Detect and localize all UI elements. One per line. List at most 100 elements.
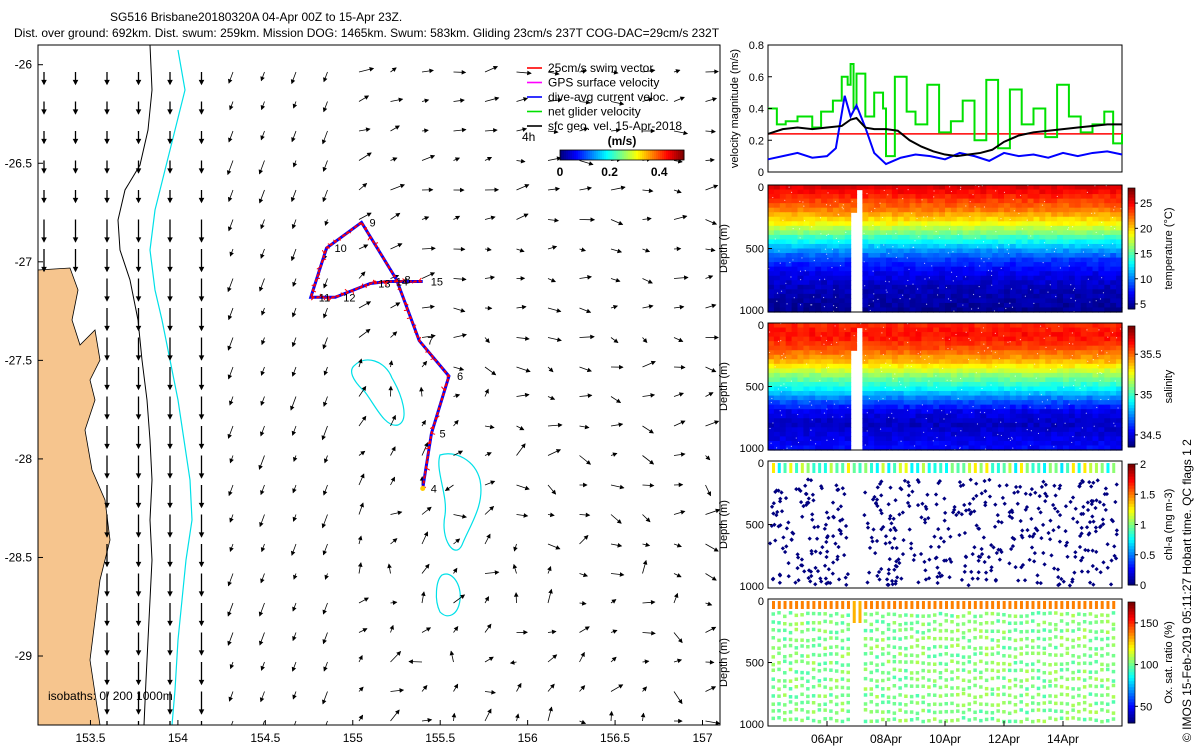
heatmap-cell <box>939 198 946 204</box>
heatmap-cell <box>939 354 946 360</box>
heatmap-cell <box>821 427 828 433</box>
sample-dot <box>1011 306 1014 308</box>
heatmap-cell <box>1104 345 1111 351</box>
heatmap-cell <box>821 350 828 356</box>
colorbar-segment <box>1128 281 1135 286</box>
heatmap-cell <box>1051 418 1058 424</box>
heatmap-cell <box>821 386 828 392</box>
heatmap-cell <box>962 336 970 342</box>
heatmap-cell <box>921 445 928 451</box>
sample-dot <box>825 253 828 255</box>
track-day-label: 5 <box>439 428 445 440</box>
heatmap-cell <box>838 284 846 290</box>
heatmap-cell <box>891 422 899 428</box>
velocity-arrow-head <box>460 246 466 252</box>
heatmap-cell <box>1039 359 1046 365</box>
heatmap-cell <box>1027 225 1035 231</box>
heatmap-cell <box>992 198 999 204</box>
heatmap-cell <box>1086 293 1094 299</box>
heatmap-cell <box>1057 422 1064 428</box>
heatmap-cell <box>1116 372 1123 379</box>
velocity-arrow-head <box>449 650 455 656</box>
heatmap-cell <box>968 440 976 447</box>
sample-dot <box>781 414 783 416</box>
velocity-arrow-head <box>711 129 716 134</box>
heatmap-cell <box>1039 253 1046 259</box>
heatmap-cell <box>1068 363 1076 369</box>
heatmap-cell <box>809 377 816 383</box>
sample-dot <box>1107 336 1109 338</box>
heatmap-cell <box>797 445 804 451</box>
heatmap-cell <box>915 372 922 379</box>
heatmap-cell <box>1104 422 1111 428</box>
heatmap-cell <box>1063 323 1070 329</box>
heatmap-cell <box>945 239 952 245</box>
heatmap-cell <box>827 293 834 299</box>
heatmap-cell <box>945 436 952 442</box>
velocity-arrow-head <box>135 79 142 86</box>
heatmap-cell <box>950 234 958 241</box>
heatmap-cell <box>1110 377 1117 383</box>
sample-dot <box>981 331 983 334</box>
sample-dot <box>837 213 839 215</box>
heatmap-cell <box>1068 386 1076 392</box>
heatmap-cell <box>1104 323 1111 329</box>
sample-dot <box>1077 399 1079 401</box>
heatmap-cell <box>803 212 810 218</box>
sample-dot <box>888 338 890 340</box>
sample-dot <box>950 299 952 302</box>
heatmap-cell <box>768 427 775 433</box>
heatmap-cell <box>844 323 852 329</box>
heatmap-cell <box>986 216 993 222</box>
heatmap-cell <box>1009 248 1017 254</box>
swim-vector <box>327 243 332 246</box>
heatmap-cell <box>1004 377 1011 383</box>
velocity-arrow-head <box>395 212 401 218</box>
velocity-arrow-head <box>494 570 500 575</box>
sample-dot <box>842 208 844 210</box>
heatmap-cell <box>891 404 899 410</box>
velocity-arrow-head <box>227 196 233 202</box>
velocity-arrow-head <box>713 547 719 552</box>
heatmap-cell <box>838 336 846 342</box>
heatmap-cell <box>956 298 964 304</box>
heatmap-cell <box>803 298 810 304</box>
heatmap-cell <box>998 359 1005 365</box>
heatmap-cell <box>773 332 781 338</box>
heatmap-cell <box>992 372 999 379</box>
heatmap-cell <box>815 363 822 369</box>
heatmap-cell <box>1086 302 1094 309</box>
sample-dot <box>819 279 821 281</box>
heatmap-cell <box>1015 409 1023 415</box>
velocity-arrow-head <box>521 443 526 449</box>
velocity-arrow-head <box>41 168 47 174</box>
heatmap-cell <box>945 221 952 227</box>
heatmap-cell <box>880 194 887 200</box>
heatmap-cell <box>1098 381 1105 388</box>
heatmap-cell <box>933 280 940 286</box>
sample-dot <box>979 265 981 267</box>
heatmap-cell <box>909 431 917 437</box>
heatmap-cell <box>768 395 775 401</box>
velocity-arrow-head <box>710 157 715 163</box>
heatmap-cell <box>921 185 928 191</box>
velocity-arrow-head <box>135 138 142 145</box>
sample-dot <box>960 186 962 188</box>
heatmap-cell <box>1080 257 1088 263</box>
velocity-arrow-head <box>290 79 296 85</box>
heatmap-cell <box>1098 359 1105 365</box>
heatmap-cell <box>768 230 775 236</box>
heatmap-cell <box>945 336 952 342</box>
sample-dot <box>1018 212 1020 215</box>
heatmap-cell <box>1045 203 1052 209</box>
heatmap-cell <box>980 275 987 281</box>
heatmap-cell <box>962 372 970 379</box>
sample-dot <box>952 280 954 282</box>
heatmap-cell <box>1004 230 1011 236</box>
heatmap-cell <box>921 253 928 259</box>
heatmap-cell <box>1021 275 1029 281</box>
heatmap-cell <box>797 239 804 245</box>
velocity-arrow-head <box>363 597 369 602</box>
heatmap-cell <box>1086 253 1094 259</box>
heatmap-cell <box>897 262 905 268</box>
